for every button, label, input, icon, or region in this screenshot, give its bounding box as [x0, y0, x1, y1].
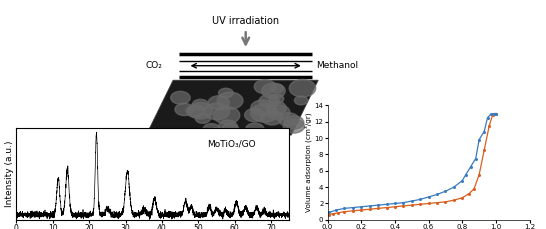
Circle shape: [251, 100, 275, 116]
Circle shape: [210, 128, 224, 137]
Circle shape: [188, 103, 213, 119]
Circle shape: [270, 84, 283, 93]
Circle shape: [213, 106, 240, 124]
Circle shape: [259, 94, 279, 108]
Circle shape: [219, 120, 237, 132]
Circle shape: [262, 83, 285, 99]
Circle shape: [204, 103, 229, 120]
Circle shape: [171, 91, 190, 104]
Circle shape: [208, 96, 229, 110]
Text: Methanol: Methanol: [316, 61, 358, 70]
Circle shape: [261, 110, 283, 125]
Circle shape: [245, 108, 265, 122]
Circle shape: [251, 104, 278, 122]
Y-axis label: Intensity (a.u.): Intensity (a.u.): [4, 141, 14, 207]
Circle shape: [269, 94, 284, 104]
Circle shape: [175, 103, 193, 116]
Circle shape: [294, 96, 308, 105]
Circle shape: [192, 99, 209, 110]
Circle shape: [283, 119, 304, 133]
Polygon shape: [146, 80, 318, 135]
Circle shape: [195, 113, 210, 123]
Y-axis label: Volume adsorption (cm³/gr): Volume adsorption (cm³/gr): [304, 113, 312, 213]
Text: CO₂: CO₂: [146, 61, 163, 70]
Circle shape: [268, 105, 290, 120]
Circle shape: [246, 123, 264, 135]
Circle shape: [284, 116, 304, 129]
Circle shape: [217, 92, 243, 109]
Circle shape: [222, 123, 239, 135]
Circle shape: [203, 124, 220, 135]
Circle shape: [186, 105, 204, 117]
Circle shape: [254, 80, 276, 94]
Circle shape: [218, 88, 233, 98]
Circle shape: [278, 113, 299, 126]
Circle shape: [289, 79, 316, 97]
Circle shape: [266, 101, 286, 114]
Text: UV irradiation: UV irradiation: [212, 16, 279, 26]
Text: MoTiO₃/GO: MoTiO₃/GO: [207, 139, 256, 148]
